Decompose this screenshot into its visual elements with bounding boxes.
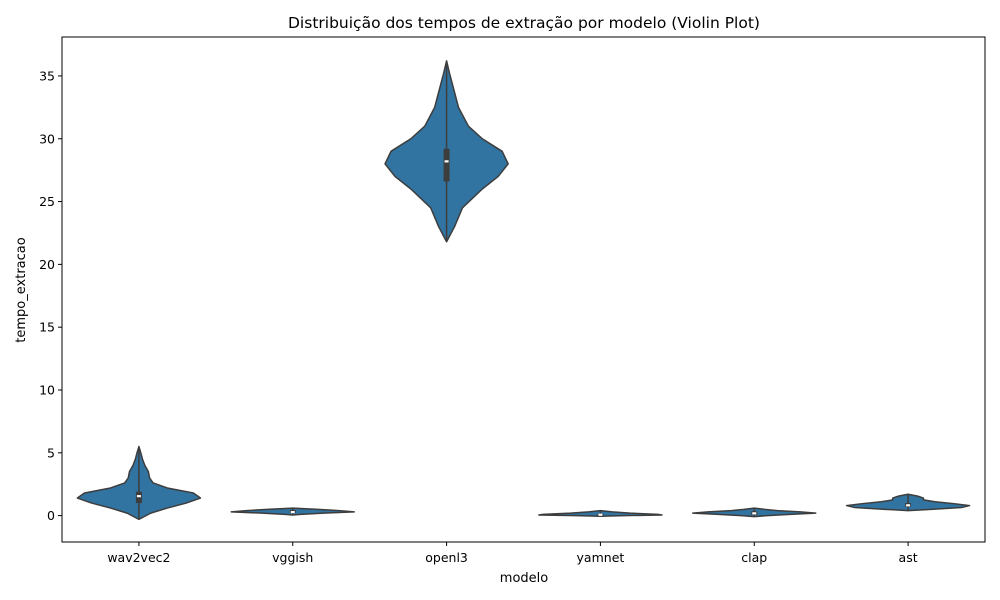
y-axis: 0 5 10 15 20 25 30 35 (39, 68, 62, 523)
y-tick-label: 20 (39, 257, 55, 272)
y-tick-label: 5 (47, 445, 55, 460)
violin-iqr-box (135, 491, 142, 504)
violin-median (290, 511, 295, 514)
violin-median (136, 495, 141, 498)
violins-group (76, 60, 971, 521)
x-axis: wav2vec2 vggish openl3 yamnet clap ast (107, 542, 918, 565)
violin-median (598, 513, 603, 516)
x-tick-label: wav2vec2 (107, 550, 170, 565)
y-tick-label: 10 (39, 382, 55, 397)
chart-title: Distribuição dos tempos de extração por … (288, 14, 760, 32)
x-tick-label: clap (741, 550, 767, 565)
plot-frame (61, 36, 986, 543)
violin-median (444, 160, 449, 163)
y-tick-label: 15 (39, 320, 55, 335)
y-tick-label: 30 (39, 131, 55, 146)
x-tick-label: vggish (272, 550, 313, 565)
violin-iqr-box (443, 148, 450, 182)
x-tick-label: openl3 (425, 550, 468, 565)
violin-median (752, 512, 757, 515)
x-tick-label: yamnet (577, 550, 625, 565)
x-tick-label: ast (899, 550, 918, 565)
violin-median (906, 504, 911, 507)
y-tick-label: 0 (47, 508, 55, 523)
y-tick-label: 35 (39, 68, 55, 83)
y-axis-label: tempo_extracao (14, 237, 29, 342)
x-axis-label: modelo (500, 571, 548, 586)
y-tick-label: 25 (39, 194, 55, 209)
